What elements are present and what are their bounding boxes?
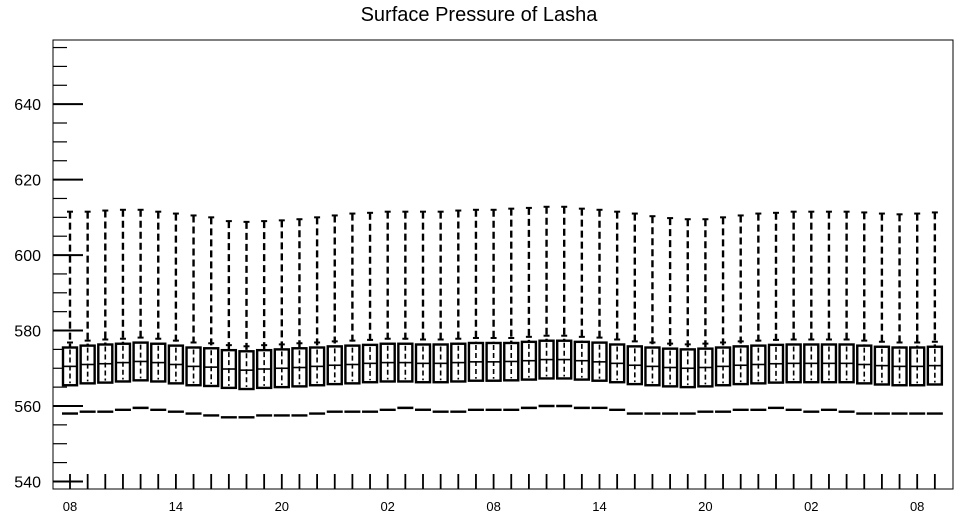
chart-title: Surface Pressure of Lasha	[360, 4, 598, 26]
x-tick-label: 14	[169, 499, 183, 514]
y-tick-label: 640	[14, 97, 41, 114]
x-tick-label: 02	[380, 499, 394, 514]
y-tick-label: 600	[14, 248, 41, 265]
x-tick-label: 08	[486, 499, 500, 514]
y-tick-label: 620	[14, 173, 41, 190]
x-tick-label: 14	[592, 499, 606, 514]
x-tick-label: 02	[804, 499, 818, 514]
x-tick-label: 08	[910, 499, 924, 514]
x-tick-label: 08	[63, 499, 77, 514]
y-tick-label: 580	[14, 324, 41, 341]
x-tick-label: 20	[698, 499, 712, 514]
y-tick-label: 560	[14, 399, 41, 416]
plot-frame	[52, 39, 954, 490]
y-tick-label: 540	[14, 474, 41, 491]
x-tick-label: 20	[275, 499, 289, 514]
